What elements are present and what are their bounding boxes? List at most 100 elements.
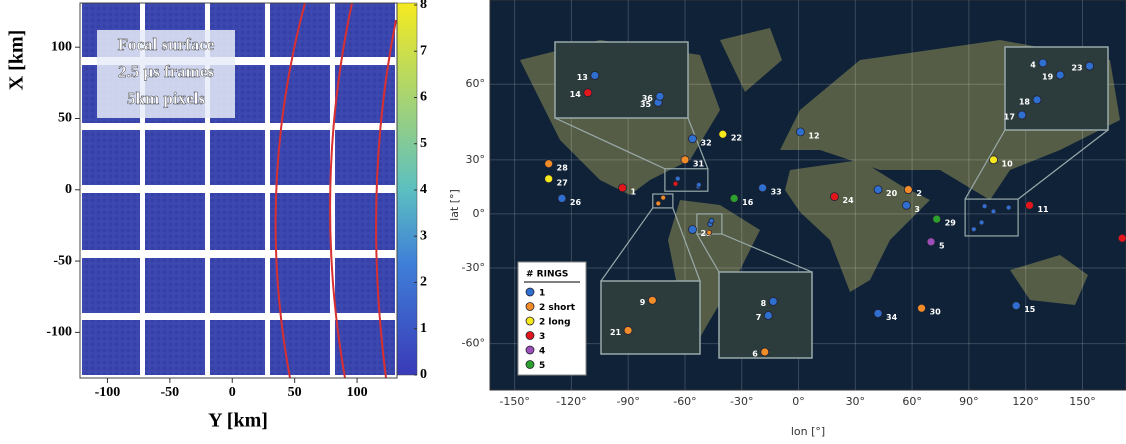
event-label: 1 <box>631 187 637 196</box>
event-label: 28 <box>557 163 569 172</box>
colorbar <box>396 2 418 376</box>
event-label: 17 <box>1004 113 1015 122</box>
event-label: 4 <box>1030 60 1036 69</box>
event-label: 36 <box>642 94 654 103</box>
x-tick-label: 0 <box>229 385 236 400</box>
colorbar-tick-label: 2 <box>420 275 427 290</box>
inset <box>600 280 701 355</box>
x-tick-label: -100 <box>95 385 121 400</box>
event-marker <box>647 295 657 305</box>
event-label: 21 <box>610 328 622 337</box>
inset <box>554 41 689 119</box>
x-tick-label: 0° <box>792 395 805 408</box>
event-marker <box>989 155 998 165</box>
event-marker <box>618 183 627 193</box>
legend-title: # RINGS <box>526 270 568 280</box>
event-label: 22 <box>731 134 742 143</box>
inset-source <box>664 168 709 192</box>
colorbar-tick-label: 8 <box>420 0 427 12</box>
event-label: 15 <box>1024 305 1036 314</box>
x-tick-label: -150° <box>499 395 529 408</box>
x-tick-label: -120° <box>556 395 586 408</box>
x-tick-label: 30° <box>846 395 866 408</box>
event-label: 25 <box>701 229 713 238</box>
event-marker <box>695 181 702 188</box>
event-marker <box>830 192 839 202</box>
event-marker <box>768 297 778 306</box>
focal-surface-panel <box>79 2 418 379</box>
event-marker <box>1085 61 1095 71</box>
event-label: 19 <box>1042 73 1054 82</box>
event-marker <box>706 229 713 236</box>
colorbar-tick-label: 6 <box>420 90 427 105</box>
inset-connector <box>696 233 720 273</box>
legend-label: 1 <box>539 289 545 299</box>
colorbar-tick-label: 7 <box>420 43 427 58</box>
event-label: 32 <box>701 138 712 147</box>
event-label: 26 <box>570 198 582 207</box>
inset-connector <box>964 129 1006 200</box>
event-marker <box>672 180 679 187</box>
event-marker <box>981 203 988 210</box>
y-tick-label: 60° <box>466 77 486 90</box>
colorbar-tick-label: 3 <box>420 228 427 243</box>
event-marker <box>760 347 770 357</box>
y-tick-label: -50 <box>53 253 72 268</box>
event-marker <box>708 217 715 224</box>
event-marker <box>917 303 926 313</box>
event-label: 24 <box>843 196 855 205</box>
y-axis-label: X [km] <box>6 30 28 91</box>
event-label: 29 <box>945 219 957 228</box>
event-marker <box>729 193 739 203</box>
legend-swatch <box>525 287 535 297</box>
event-marker <box>557 193 567 203</box>
x-tick-label: -60° <box>673 395 696 408</box>
y-tick-label: 0 <box>65 182 72 197</box>
event-marker <box>1011 301 1021 311</box>
event-marker <box>680 155 690 165</box>
annotation: 5km pixels <box>127 89 205 108</box>
event-marker <box>544 174 554 184</box>
event-label: 30 <box>930 308 942 317</box>
event-marker <box>978 219 985 226</box>
plot-frame <box>79 2 398 379</box>
event-marker <box>623 326 633 335</box>
event-label: 18 <box>1019 97 1031 106</box>
x-tick-label: 50 <box>288 385 302 400</box>
colorbar-tick-label: 5 <box>420 136 427 151</box>
inset-connector <box>687 117 709 169</box>
legend-swatch <box>525 316 535 326</box>
x-tick-label: 120° <box>1012 395 1039 408</box>
event-marker <box>1038 58 1048 68</box>
x-tick-label: -30° <box>730 395 753 408</box>
event-marker <box>758 183 767 193</box>
x-tick-label: 60° <box>902 395 922 408</box>
event-marker <box>873 309 883 318</box>
legend-label: 3 <box>539 332 545 342</box>
event-marker <box>1032 95 1042 105</box>
annotation: Focal surface <box>118 35 215 54</box>
event-marker <box>903 185 913 195</box>
y-tick-label: 100 <box>51 39 72 54</box>
legend-label: 2 short <box>539 303 576 313</box>
y-tick-label: -100 <box>46 325 72 340</box>
event-marker <box>873 185 883 195</box>
colorbar-tick-label: 0 <box>420 367 427 382</box>
legend-swatch <box>525 360 535 369</box>
inset-connector <box>600 207 654 282</box>
event-marker <box>1017 110 1027 120</box>
event-label: 9 <box>640 298 646 307</box>
event-label: 34 <box>886 313 898 322</box>
colorbar-tick-label: 4 <box>420 182 427 197</box>
x-tick-label: 100 <box>347 385 368 400</box>
event-marker <box>970 226 977 233</box>
y-tick-label: 30° <box>466 153 486 166</box>
inset-connector <box>721 233 813 273</box>
event-marker <box>1025 200 1034 210</box>
event-marker <box>590 71 600 80</box>
event-marker <box>544 159 554 169</box>
event-label: 31 <box>693 159 705 168</box>
map-frame <box>489 0 1126 391</box>
event-label: 11 <box>1037 205 1049 214</box>
